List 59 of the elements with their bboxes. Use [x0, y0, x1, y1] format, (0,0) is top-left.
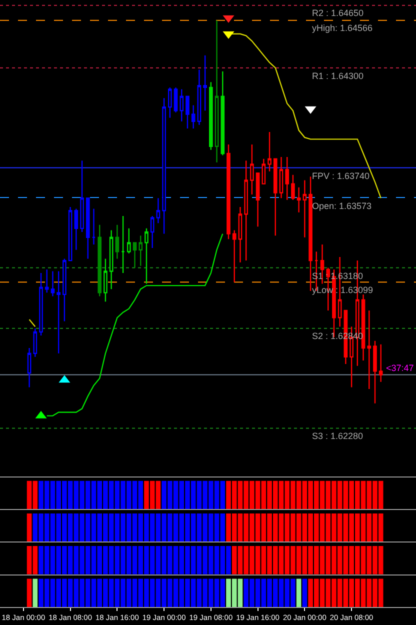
candlestick — [92, 208, 96, 246]
candlestick — [291, 174, 295, 200]
candlestick — [39, 272, 43, 336]
candlestick — [86, 197, 90, 260]
candlestick — [285, 156, 290, 200]
ref-line-label: R1 : 1.64300 — [312, 71, 364, 81]
candlestick — [126, 228, 131, 254]
ref-line-label: Open: 1.63573 — [312, 201, 372, 211]
candlestick — [74, 208, 78, 250]
candlestick — [150, 215, 154, 249]
candlestick — [191, 104, 196, 130]
candlestick — [238, 206, 242, 263]
candlestick — [162, 98, 166, 234]
annotation: <37:47 — [386, 363, 414, 373]
candlestick — [378, 344, 383, 383]
candlestick — [156, 197, 160, 224]
candlestick — [203, 54, 207, 112]
candlestick — [308, 176, 312, 292]
candlestick — [33, 328, 38, 358]
candlestick — [250, 144, 254, 196]
candlestick — [132, 242, 137, 268]
candlestick — [262, 158, 266, 184]
candlestick — [121, 215, 125, 274]
candlestick — [62, 258, 66, 322]
candlestick — [244, 160, 248, 262]
candlestick — [138, 234, 143, 267]
candlestick — [56, 270, 61, 354]
candlestick — [180, 88, 184, 122]
candlestick — [109, 230, 114, 290]
ref-line-label: R2 : 1.64650 — [312, 8, 364, 18]
ref-line-label: yHigh: 1.64566 — [312, 23, 373, 33]
candlestick — [220, 70, 225, 156]
candlestick — [174, 86, 178, 114]
ref-line-label: FPV : 1.63740 — [312, 171, 370, 181]
candlestick — [373, 340, 377, 404]
candlestick — [273, 158, 278, 236]
candlestick — [104, 258, 108, 302]
candlestick — [197, 69, 202, 126]
candlestick — [302, 180, 307, 238]
candlestick — [27, 347, 32, 388]
candlestick — [115, 224, 120, 260]
candlestick — [50, 270, 55, 297]
candlestick — [214, 20, 219, 163]
candlestick — [256, 172, 260, 228]
candlestick — [186, 96, 190, 130]
ref-line-label: S3 : 1.62280 — [312, 431, 364, 441]
candlestick — [209, 81, 213, 151]
candlestick — [226, 144, 230, 240]
candlestick — [232, 230, 236, 283]
candlestick — [44, 268, 49, 294]
candlestick — [68, 206, 72, 262]
candlestick — [361, 294, 366, 362]
candlestick — [168, 86, 172, 118]
candlestick — [80, 160, 84, 233]
candlestick — [268, 131, 272, 172]
candlestick — [296, 186, 301, 213]
candlestick — [98, 224, 102, 297]
candlestick — [279, 156, 284, 199]
candlestick — [367, 310, 372, 390]
